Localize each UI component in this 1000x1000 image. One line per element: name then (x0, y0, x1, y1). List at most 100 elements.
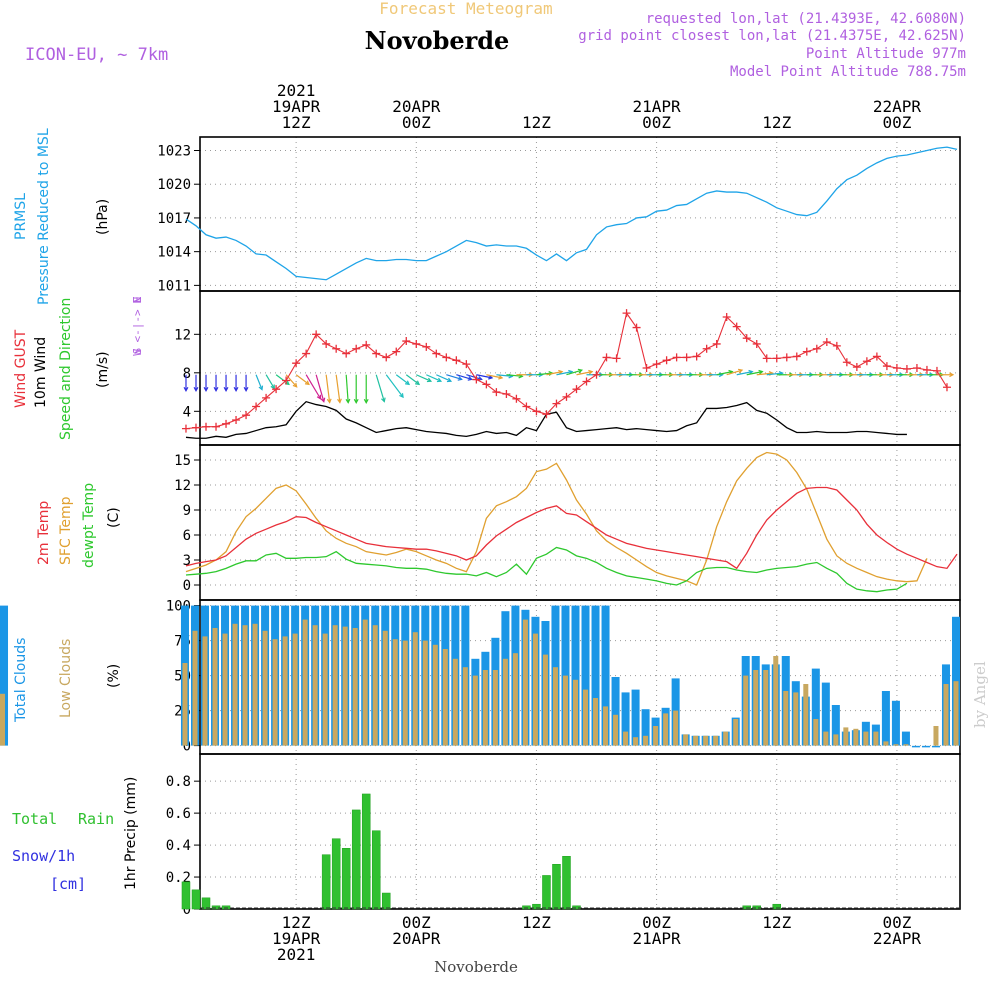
gust-marker (212, 422, 221, 431)
dewpt-temp-line (185, 546, 908, 593)
panel-frame (199, 753, 961, 910)
wind-arrow (716, 371, 733, 376)
low-cloud-bar (282, 636, 288, 746)
low-cloud-bar (793, 692, 799, 746)
low-cloud-bar (202, 636, 208, 746)
low-cloud-bar (743, 675, 749, 746)
gust-marker (742, 334, 751, 343)
total-cloud-bar (601, 605, 610, 746)
gust-marker (572, 385, 581, 394)
wind-arrow (566, 369, 582, 376)
low-cloud-bar (352, 628, 358, 746)
label-cm: [cm] (50, 875, 86, 893)
gust-marker (732, 322, 741, 331)
wind-arrow-head (488, 374, 494, 380)
wind-arrow (726, 369, 743, 376)
low-cloud-bar (182, 663, 188, 746)
total-cloud-bar (821, 682, 830, 746)
top-time-label: 2021 (277, 81, 316, 100)
wind-arrow (486, 374, 503, 379)
wind-arrow (436, 374, 452, 382)
wind-arrow-head (457, 376, 463, 381)
gust-marker (532, 407, 541, 416)
gust-marker (902, 364, 911, 373)
gust-marker (722, 312, 731, 321)
top-time-label: 20APR (392, 97, 441, 116)
low-cloud-bar (452, 658, 458, 746)
ytick-label: 0.6 (166, 806, 191, 822)
panel-frame (199, 136, 961, 292)
gust-marker (232, 415, 241, 424)
wind-arrow (426, 374, 442, 382)
low-cloud-bar (813, 719, 819, 746)
label-percent: (%) (106, 664, 122, 688)
sfc-temp-line (185, 451, 928, 586)
top-time-label: 19APR (272, 97, 321, 116)
bottom-time-label: 00Z (882, 913, 911, 932)
gust-marker (372, 349, 381, 358)
low-cloud-bar (863, 731, 869, 746)
low-cloud-bar (823, 731, 829, 746)
low-cloud-bar (532, 633, 538, 746)
gust-marker (772, 354, 781, 363)
bottom-time-label: 12Z (282, 913, 311, 932)
watermark: by Angel (971, 661, 989, 728)
low-cloud-bar (542, 654, 548, 746)
wind-arrow-head (737, 368, 744, 374)
gust-marker (662, 356, 671, 365)
rain-bar (752, 905, 761, 910)
gust-marker (392, 347, 401, 356)
label-celsius: (C) (106, 507, 122, 528)
gust-marker (852, 363, 861, 372)
low-cloud-bar (703, 735, 709, 746)
rain-bar (211, 905, 221, 910)
low-cloud-bar (953, 681, 959, 746)
gust-marker (292, 359, 301, 368)
low-cloud-bar (933, 726, 939, 746)
label-wind-gust: Wind GUST (13, 329, 29, 408)
gust-marker (692, 352, 701, 361)
gust-marker (552, 399, 561, 408)
ytick-label: 1011 (157, 278, 191, 294)
gust-marker (942, 383, 951, 392)
wind-arrow-head (949, 372, 955, 378)
total-cloud-bar (811, 668, 820, 746)
bottom-time-label: 12Z (762, 913, 791, 932)
label-snow: Snow/1h (12, 847, 75, 865)
rain-bar (331, 838, 341, 910)
gust-marker (752, 339, 761, 348)
top-time-label: 22APR (873, 97, 922, 116)
low-cloud-bar (833, 734, 839, 746)
panel-precip: 00.20.40.60.8 (166, 753, 961, 918)
gust-marker (442, 353, 451, 362)
model-name: ICON-EU, ~ 7km (25, 45, 168, 65)
gust-marker (242, 411, 251, 420)
wind-arrow-head (304, 380, 310, 386)
low-cloud-bar (943, 684, 949, 746)
wind-arrow-head (326, 398, 332, 404)
gust-marker (872, 352, 881, 361)
wind-arrow-head (258, 385, 264, 391)
wind-arrow-head (223, 386, 229, 392)
low-cloud-bar (382, 630, 388, 746)
wind-arrow-head (467, 376, 473, 381)
gust-marker (472, 375, 481, 384)
low-cloud-bar (232, 623, 238, 746)
top-time-label: 00Z (402, 113, 431, 132)
gust-marker (922, 365, 931, 374)
top-time-label: 12Z (282, 113, 311, 132)
ytick-label: 0 (183, 578, 191, 594)
ytick-label: 12 (174, 478, 191, 494)
gust-marker (622, 309, 631, 318)
gust-marker (682, 353, 691, 362)
gust-marker (842, 358, 851, 367)
low-cloud-bar (262, 630, 268, 746)
ytick-label: 4 (183, 404, 191, 420)
wind-arrow-head (213, 386, 219, 392)
total-cloud-bar (891, 700, 900, 746)
gust-marker (582, 377, 591, 386)
gust-marker (632, 323, 641, 332)
low-cloud-bar (763, 670, 769, 746)
gust-marker (892, 364, 901, 372)
gust-marker (792, 352, 801, 361)
